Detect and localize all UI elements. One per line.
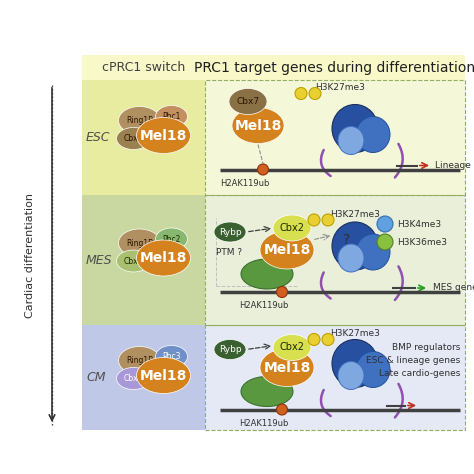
Bar (205, 195, 465, 325)
Ellipse shape (229, 89, 267, 115)
Ellipse shape (338, 244, 364, 272)
Text: H3K4me3: H3K4me3 (397, 219, 441, 228)
Text: H3K36me3: H3K36me3 (397, 237, 447, 246)
Ellipse shape (332, 104, 378, 153)
Ellipse shape (117, 128, 151, 149)
Ellipse shape (322, 214, 334, 226)
Ellipse shape (356, 117, 390, 153)
Ellipse shape (118, 107, 161, 135)
Text: Mel18: Mel18 (140, 368, 187, 383)
Text: PRC1 target genes during differentiation: PRC1 target genes during differentiation (194, 61, 474, 74)
Ellipse shape (356, 352, 390, 388)
Text: Cbx2: Cbx2 (280, 343, 304, 353)
Ellipse shape (214, 339, 246, 359)
Text: Mel18: Mel18 (140, 128, 187, 143)
Ellipse shape (214, 222, 246, 242)
Text: cPRC1 switch: cPRC1 switch (102, 61, 185, 74)
Text: Cbx7: Cbx7 (124, 134, 143, 143)
Text: H3K27me3: H3K27me3 (330, 329, 380, 338)
Text: Mel18: Mel18 (264, 361, 310, 374)
Ellipse shape (260, 348, 314, 386)
Ellipse shape (276, 404, 288, 415)
Ellipse shape (295, 88, 307, 100)
Text: ESC: ESC (86, 131, 110, 144)
Text: H2AK119ub: H2AK119ub (220, 179, 270, 188)
Text: H2AK119ub: H2AK119ub (239, 419, 289, 428)
Text: Phc2: Phc2 (162, 235, 181, 244)
Ellipse shape (322, 334, 334, 346)
Bar (82, 80, 205, 195)
Text: MES genes: MES genes (433, 283, 474, 292)
Text: Rybp: Rybp (219, 345, 241, 354)
Text: Ring1B: Ring1B (126, 238, 153, 247)
Text: MES: MES (86, 254, 112, 266)
Ellipse shape (241, 259, 293, 289)
Text: Mel18: Mel18 (140, 251, 187, 265)
Ellipse shape (241, 376, 293, 407)
Text: Ring1B: Ring1B (126, 356, 153, 365)
Ellipse shape (273, 215, 311, 241)
Text: Rybp: Rybp (219, 228, 241, 237)
Ellipse shape (276, 286, 288, 298)
Text: PTM ?: PTM ? (216, 247, 242, 256)
Text: ?: ? (343, 233, 351, 247)
Ellipse shape (118, 346, 161, 374)
Ellipse shape (137, 240, 191, 276)
Text: Cbx2: Cbx2 (124, 256, 143, 265)
Bar (205, 325, 465, 430)
Ellipse shape (155, 346, 188, 367)
Ellipse shape (257, 164, 268, 175)
Ellipse shape (118, 229, 161, 257)
Text: H3K27me3: H3K27me3 (330, 210, 380, 219)
Text: Lineage genes: Lineage genes (435, 161, 474, 170)
Ellipse shape (260, 231, 314, 269)
Text: Ring1B: Ring1B (126, 116, 153, 125)
Ellipse shape (155, 228, 188, 250)
Text: BMP regulators: BMP regulators (392, 343, 460, 352)
Text: Cbx7: Cbx7 (237, 97, 260, 106)
Text: Late cardio-genes: Late cardio-genes (379, 369, 460, 378)
Ellipse shape (309, 88, 321, 100)
Bar (205, 80, 465, 195)
Ellipse shape (137, 357, 191, 393)
Text: Cbx2: Cbx2 (280, 223, 304, 233)
Text: Mel18: Mel18 (264, 243, 310, 257)
Ellipse shape (356, 234, 390, 270)
Ellipse shape (377, 216, 393, 232)
Ellipse shape (332, 339, 378, 388)
Ellipse shape (273, 335, 311, 361)
Text: ESC & lineage genes: ESC & lineage genes (366, 356, 460, 365)
Ellipse shape (137, 118, 191, 154)
Text: CM: CM (86, 371, 106, 384)
Bar (82, 325, 205, 430)
Text: H3K27me3: H3K27me3 (315, 83, 365, 92)
Ellipse shape (338, 127, 364, 155)
Ellipse shape (377, 234, 393, 250)
Ellipse shape (117, 250, 151, 272)
Text: Phc1: Phc1 (162, 112, 181, 121)
Text: Cbx4: Cbx4 (124, 374, 143, 383)
Ellipse shape (232, 108, 284, 144)
Ellipse shape (155, 106, 188, 128)
Ellipse shape (308, 334, 320, 346)
Bar (82, 195, 205, 325)
Ellipse shape (308, 214, 320, 226)
Bar (205, 325, 465, 430)
Ellipse shape (117, 367, 151, 390)
Bar (82, 55, 465, 80)
Ellipse shape (338, 362, 364, 390)
Ellipse shape (332, 222, 378, 270)
Text: Mel18: Mel18 (234, 118, 282, 133)
Bar (205, 80, 465, 195)
Text: Cardiac differentiation: Cardiac differentiation (25, 192, 35, 318)
Text: H2AK119ub: H2AK119ub (239, 301, 289, 310)
Text: Phc3: Phc3 (162, 352, 181, 361)
Bar (205, 195, 465, 325)
